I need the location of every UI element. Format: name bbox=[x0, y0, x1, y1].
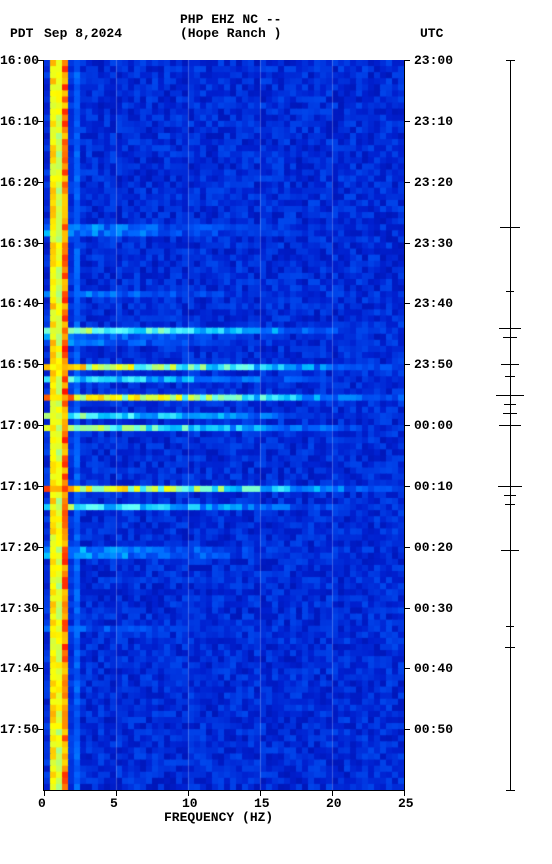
amplitude-mark bbox=[503, 337, 517, 338]
yaxis-right-tick-label: 00:40 bbox=[414, 661, 453, 676]
amplitude-mark bbox=[499, 425, 521, 426]
yaxis-left-tick-label: 16:20 bbox=[0, 175, 36, 190]
yaxis-right-tick-label: 00:00 bbox=[414, 418, 453, 433]
xaxis-tick-label: 10 bbox=[182, 796, 198, 811]
yaxis-right-tick-label: 23:40 bbox=[414, 296, 453, 311]
amplitude-mark bbox=[500, 227, 520, 228]
amplitude-mark bbox=[501, 364, 519, 365]
yaxis-right-tick-label: 23:20 bbox=[414, 175, 453, 190]
yaxis-right-tick-label: 23:00 bbox=[414, 53, 453, 68]
amplitude-mark bbox=[501, 550, 519, 551]
spectrogram-plot bbox=[44, 60, 404, 790]
yaxis-left-tick-label: 17:00 bbox=[0, 418, 36, 433]
yaxis-right-tick-label: 00:20 bbox=[414, 540, 453, 555]
yaxis-left-tick-label: 17:30 bbox=[0, 601, 36, 616]
yaxis-left-tick-label: 16:40 bbox=[0, 296, 36, 311]
yaxis-right-tick-label: 00:50 bbox=[414, 722, 453, 737]
amplitude-mark bbox=[504, 404, 516, 405]
station-line2: (Hope Ranch ) bbox=[180, 26, 281, 41]
tz-right-label: UTC bbox=[420, 26, 443, 41]
tz-left-label: PDT bbox=[10, 26, 33, 41]
yaxis-left-tick-label: 16:00 bbox=[0, 53, 36, 68]
yaxis-right-tick-label: 00:30 bbox=[414, 601, 453, 616]
amplitude-mark bbox=[505, 376, 515, 377]
yaxis-right-tick-label: 00:10 bbox=[414, 479, 453, 494]
yaxis-right-tick-label: 23:10 bbox=[414, 114, 453, 129]
yaxis-left-tick-label: 17:20 bbox=[0, 540, 36, 555]
amplitude-mark bbox=[496, 395, 524, 396]
xaxis-tick-label: 5 bbox=[110, 796, 118, 811]
yaxis-left-tick-label: 16:50 bbox=[0, 357, 36, 372]
xaxis-tick-label: 0 bbox=[38, 796, 46, 811]
station-line1: PHP EHZ NC -- bbox=[180, 12, 281, 27]
yaxis-left-tick-label: 17:50 bbox=[0, 722, 36, 737]
amplitude-mark bbox=[505, 504, 515, 505]
xaxis-tick-label: 25 bbox=[398, 796, 414, 811]
yaxis-left-tick-label: 17:10 bbox=[0, 479, 36, 494]
date-label: Sep 8,2024 bbox=[44, 26, 122, 41]
xaxis-label: FREQUENCY (HZ) bbox=[164, 810, 273, 825]
amplitude-mark bbox=[505, 647, 515, 648]
amplitude-mark bbox=[504, 495, 516, 496]
yaxis-right-tick-label: 23:30 bbox=[414, 236, 453, 251]
xaxis-tick-label: 15 bbox=[254, 796, 270, 811]
amplitude-mark bbox=[498, 486, 522, 487]
amplitude-mark bbox=[506, 291, 514, 292]
yaxis-left-tick-label: 16:10 bbox=[0, 114, 36, 129]
xaxis-tick-label: 20 bbox=[326, 796, 342, 811]
yaxis-left-tick-label: 16:30 bbox=[0, 236, 36, 251]
amplitude-mark bbox=[499, 328, 521, 329]
yaxis-right-tick-label: 23:50 bbox=[414, 357, 453, 372]
yaxis-left-tick-label: 17:40 bbox=[0, 661, 36, 676]
amplitude-mark bbox=[503, 413, 517, 414]
amplitude-mark bbox=[506, 626, 514, 627]
